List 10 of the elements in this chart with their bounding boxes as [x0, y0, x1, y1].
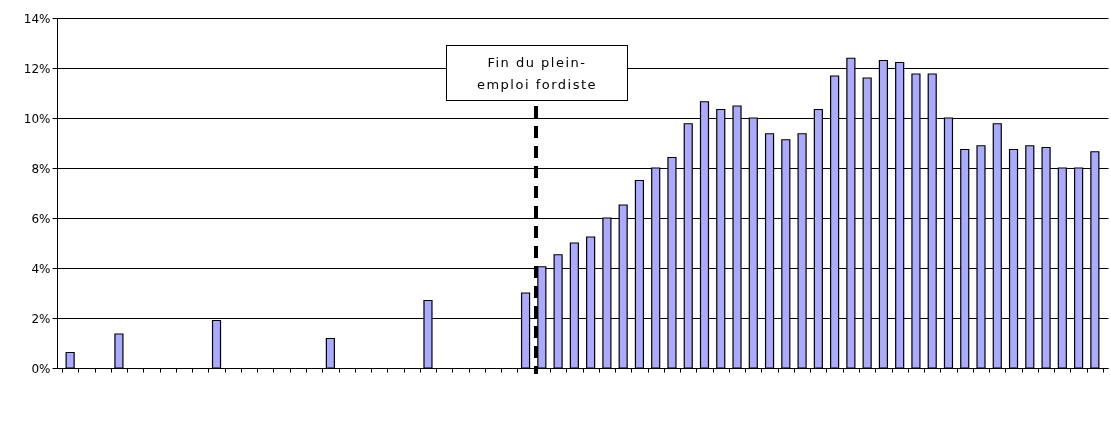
callout-box: Fin du plein-emploi fordiste	[446, 45, 628, 101]
y-tick-label: 14%	[23, 11, 51, 26]
y-tick-label: 10%	[23, 111, 51, 126]
annotation: Fin du plein-emploi fordiste	[475, 54, 599, 94]
y-tick-label: 0%	[31, 361, 51, 376]
y-tick-label: 2%	[31, 311, 51, 326]
y-tick-label: 6%	[31, 211, 51, 226]
y-tick-label: 8%	[31, 161, 51, 176]
y-tick-label: 4%	[31, 261, 51, 276]
y-tick-label: 12%	[23, 61, 51, 76]
